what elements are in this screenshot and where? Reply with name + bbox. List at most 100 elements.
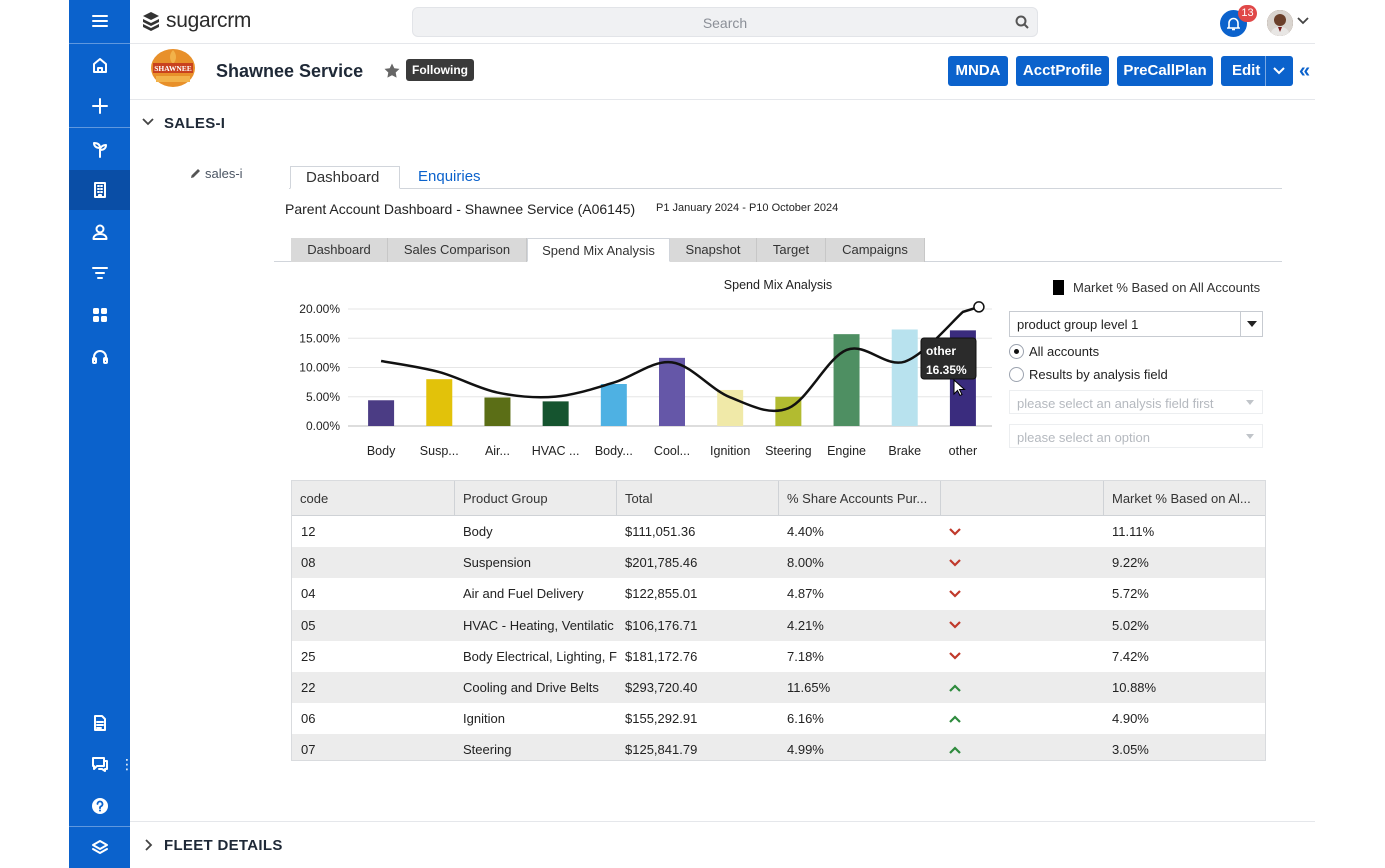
- x-tick-label: Body...: [595, 444, 633, 458]
- column-header-share[interactable]: % Share Accounts Pur...: [779, 481, 941, 515]
- tab-enquiries[interactable]: Enquiries: [418, 168, 481, 185]
- bell-icon: [1227, 17, 1240, 30]
- user-avatar[interactable]: [1267, 10, 1293, 36]
- accounts-icon[interactable]: [69, 170, 130, 210]
- table-row[interactable]: 12 Body $111,051.36 4.40% 11.11%: [292, 516, 1265, 547]
- bar-6[interactable]: [659, 357, 685, 426]
- search-icon[interactable]: [1015, 15, 1029, 29]
- x-tick-label: Susp...: [420, 444, 459, 458]
- table-row[interactable]: 08 Suspension $201,785.46 8.00% 9.22%: [292, 547, 1265, 579]
- cell-code: 07: [301, 742, 316, 758]
- chevron-right-icon[interactable]: [144, 839, 153, 851]
- favorite-star-icon[interactable]: [384, 63, 400, 78]
- select-arrow[interactable]: [1240, 312, 1262, 336]
- notes-icon[interactable]: [69, 703, 130, 743]
- chevron-down-icon[interactable]: [1297, 17, 1309, 25]
- collapse-sidebar-icon[interactable]: «: [1299, 60, 1311, 82]
- filter-icon[interactable]: [69, 253, 130, 293]
- table-row[interactable]: 25 Body Electrical, Lighting, F $181,172.7…: [292, 641, 1265, 672]
- radio-results-by-field-label: Results by analysis field: [1029, 367, 1168, 382]
- cell-group: Ignition: [463, 711, 505, 727]
- chevron-down-icon[interactable]: [1273, 67, 1285, 75]
- column-header-code[interactable]: code: [292, 481, 455, 515]
- avatar-image: [1267, 10, 1293, 36]
- opportunities-icon[interactable]: [69, 129, 130, 169]
- more-icon[interactable]: ⋮: [120, 756, 134, 772]
- table-row[interactable]: 06 Ignition $155,292.91 6.16% 4.90%: [292, 703, 1265, 734]
- edit-dashlet-label: sales-i: [205, 166, 243, 181]
- cell-market: 5.02%: [1112, 617, 1149, 633]
- y-tick-label: 5.00%: [306, 390, 340, 404]
- cell-share: 8.00%: [787, 555, 824, 571]
- subtab-spend-mix-analysis[interactable]: Spend Mix Analysis: [527, 238, 670, 262]
- cell-code: 25: [301, 648, 316, 664]
- contacts-icon[interactable]: [69, 212, 130, 252]
- cell-group: HVAC - Heating, Ventilatic: [463, 617, 614, 633]
- global-search[interactable]: Search: [412, 7, 1038, 37]
- bar-5[interactable]: [600, 383, 627, 426]
- cell-total: $125,841.79: [625, 742, 698, 758]
- acctprofile-button[interactable]: AcctProfile: [1016, 56, 1109, 86]
- trend-down-icon: [949, 578, 1104, 609]
- subtab-target[interactable]: Target: [757, 238, 826, 262]
- cell-market: 3.05%: [1112, 742, 1149, 758]
- y-tick-label: 0.00%: [306, 419, 340, 433]
- bar-1[interactable]: [368, 400, 395, 426]
- record-title: Shawnee Service: [216, 61, 364, 81]
- menu-icon[interactable]: [69, 1, 130, 41]
- column-header-trend[interactable]: [941, 481, 1104, 515]
- table-row[interactable]: 07 Steering $125,841.79 4.99% 3.05%: [292, 734, 1265, 760]
- help-icon[interactable]: [69, 786, 130, 826]
- chat-icon[interactable]: [69, 744, 130, 784]
- panel-title-sales-i[interactable]: SALES-I: [164, 115, 226, 132]
- product-group-select-value: product group level 1: [1017, 317, 1139, 332]
- edit-button[interactable]: Edit: [1221, 56, 1293, 86]
- option-select: please select an option: [1009, 424, 1263, 448]
- nav-divider: [69, 43, 130, 44]
- precallplan-button[interactable]: PreCallPlan: [1117, 56, 1213, 86]
- following-button[interactable]: Following: [406, 59, 474, 81]
- edit-button-label: Edit: [1232, 62, 1261, 79]
- bar-10[interactable]: [891, 329, 918, 426]
- subtab-sales-comparison[interactable]: Sales Comparison: [388, 238, 527, 262]
- bar-4[interactable]: [542, 401, 569, 426]
- tab-dashboard[interactable]: Dashboard: [290, 166, 400, 189]
- column-header-total[interactable]: Total: [617, 481, 779, 515]
- notification-badge: 13: [1238, 5, 1257, 22]
- radio-button[interactable]: [1009, 367, 1024, 382]
- subtab-campaigns[interactable]: Campaigns: [826, 238, 925, 262]
- panel-title-fleet-details[interactable]: FLEET DETAILS: [164, 837, 283, 854]
- create-icon[interactable]: [69, 86, 130, 126]
- column-header-product-group[interactable]: Product Group: [455, 481, 617, 515]
- chevron-down-icon[interactable]: [142, 117, 154, 127]
- mnda-button[interactable]: MNDA: [948, 56, 1008, 86]
- chart-tooltip: other 16.35%: [920, 337, 977, 380]
- edit-dashlet-link[interactable]: sales-i: [190, 166, 243, 181]
- y-tick-label: 20.00%: [299, 302, 340, 316]
- table-row[interactable]: 04 Air and Fuel Delivery $122,855.01 4.87% 5…: [292, 578, 1265, 609]
- layers-icon[interactable]: [69, 828, 130, 868]
- support-icon[interactable]: [69, 337, 130, 377]
- radio-button[interactable]: [1009, 344, 1024, 359]
- table-row[interactable]: 22 Cooling and Drive Belts $293,720.40 11.6…: [292, 672, 1265, 704]
- subtab-snapshot[interactable]: Snapshot: [670, 238, 757, 262]
- column-header-market[interactable]: Market % Based on Al...: [1112, 490, 1251, 506]
- sugarcrm-logo[interactable]: sugarcrm: [140, 9, 251, 33]
- cell-group: Body: [463, 524, 493, 540]
- bar-3[interactable]: [484, 397, 511, 426]
- line-point-marker[interactable]: [973, 301, 985, 313]
- chart-legend: Market % Based on All Accounts: [1053, 280, 1260, 295]
- radio-all-accounts[interactable]: All accounts: [1009, 344, 1099, 359]
- modules-icon[interactable]: [69, 295, 130, 335]
- tabs-divider: [289, 188, 1282, 189]
- nav-divider: [69, 127, 130, 128]
- table-row[interactable]: 05 HVAC - Heating, Ventilatic $106,176.71 4…: [292, 609, 1265, 641]
- cell-total: $293,720.40: [625, 680, 698, 696]
- analysis-field-select: please select an analysis field first: [1009, 390, 1263, 414]
- bar-7[interactable]: [717, 389, 744, 426]
- home-icon[interactable]: [69, 45, 130, 85]
- bar-2[interactable]: [426, 379, 453, 426]
- product-group-select[interactable]: product group level 1: [1009, 311, 1263, 337]
- subtab-dashboard[interactable]: Dashboard: [291, 238, 388, 262]
- radio-results-by-field[interactable]: Results by analysis field: [1009, 367, 1168, 382]
